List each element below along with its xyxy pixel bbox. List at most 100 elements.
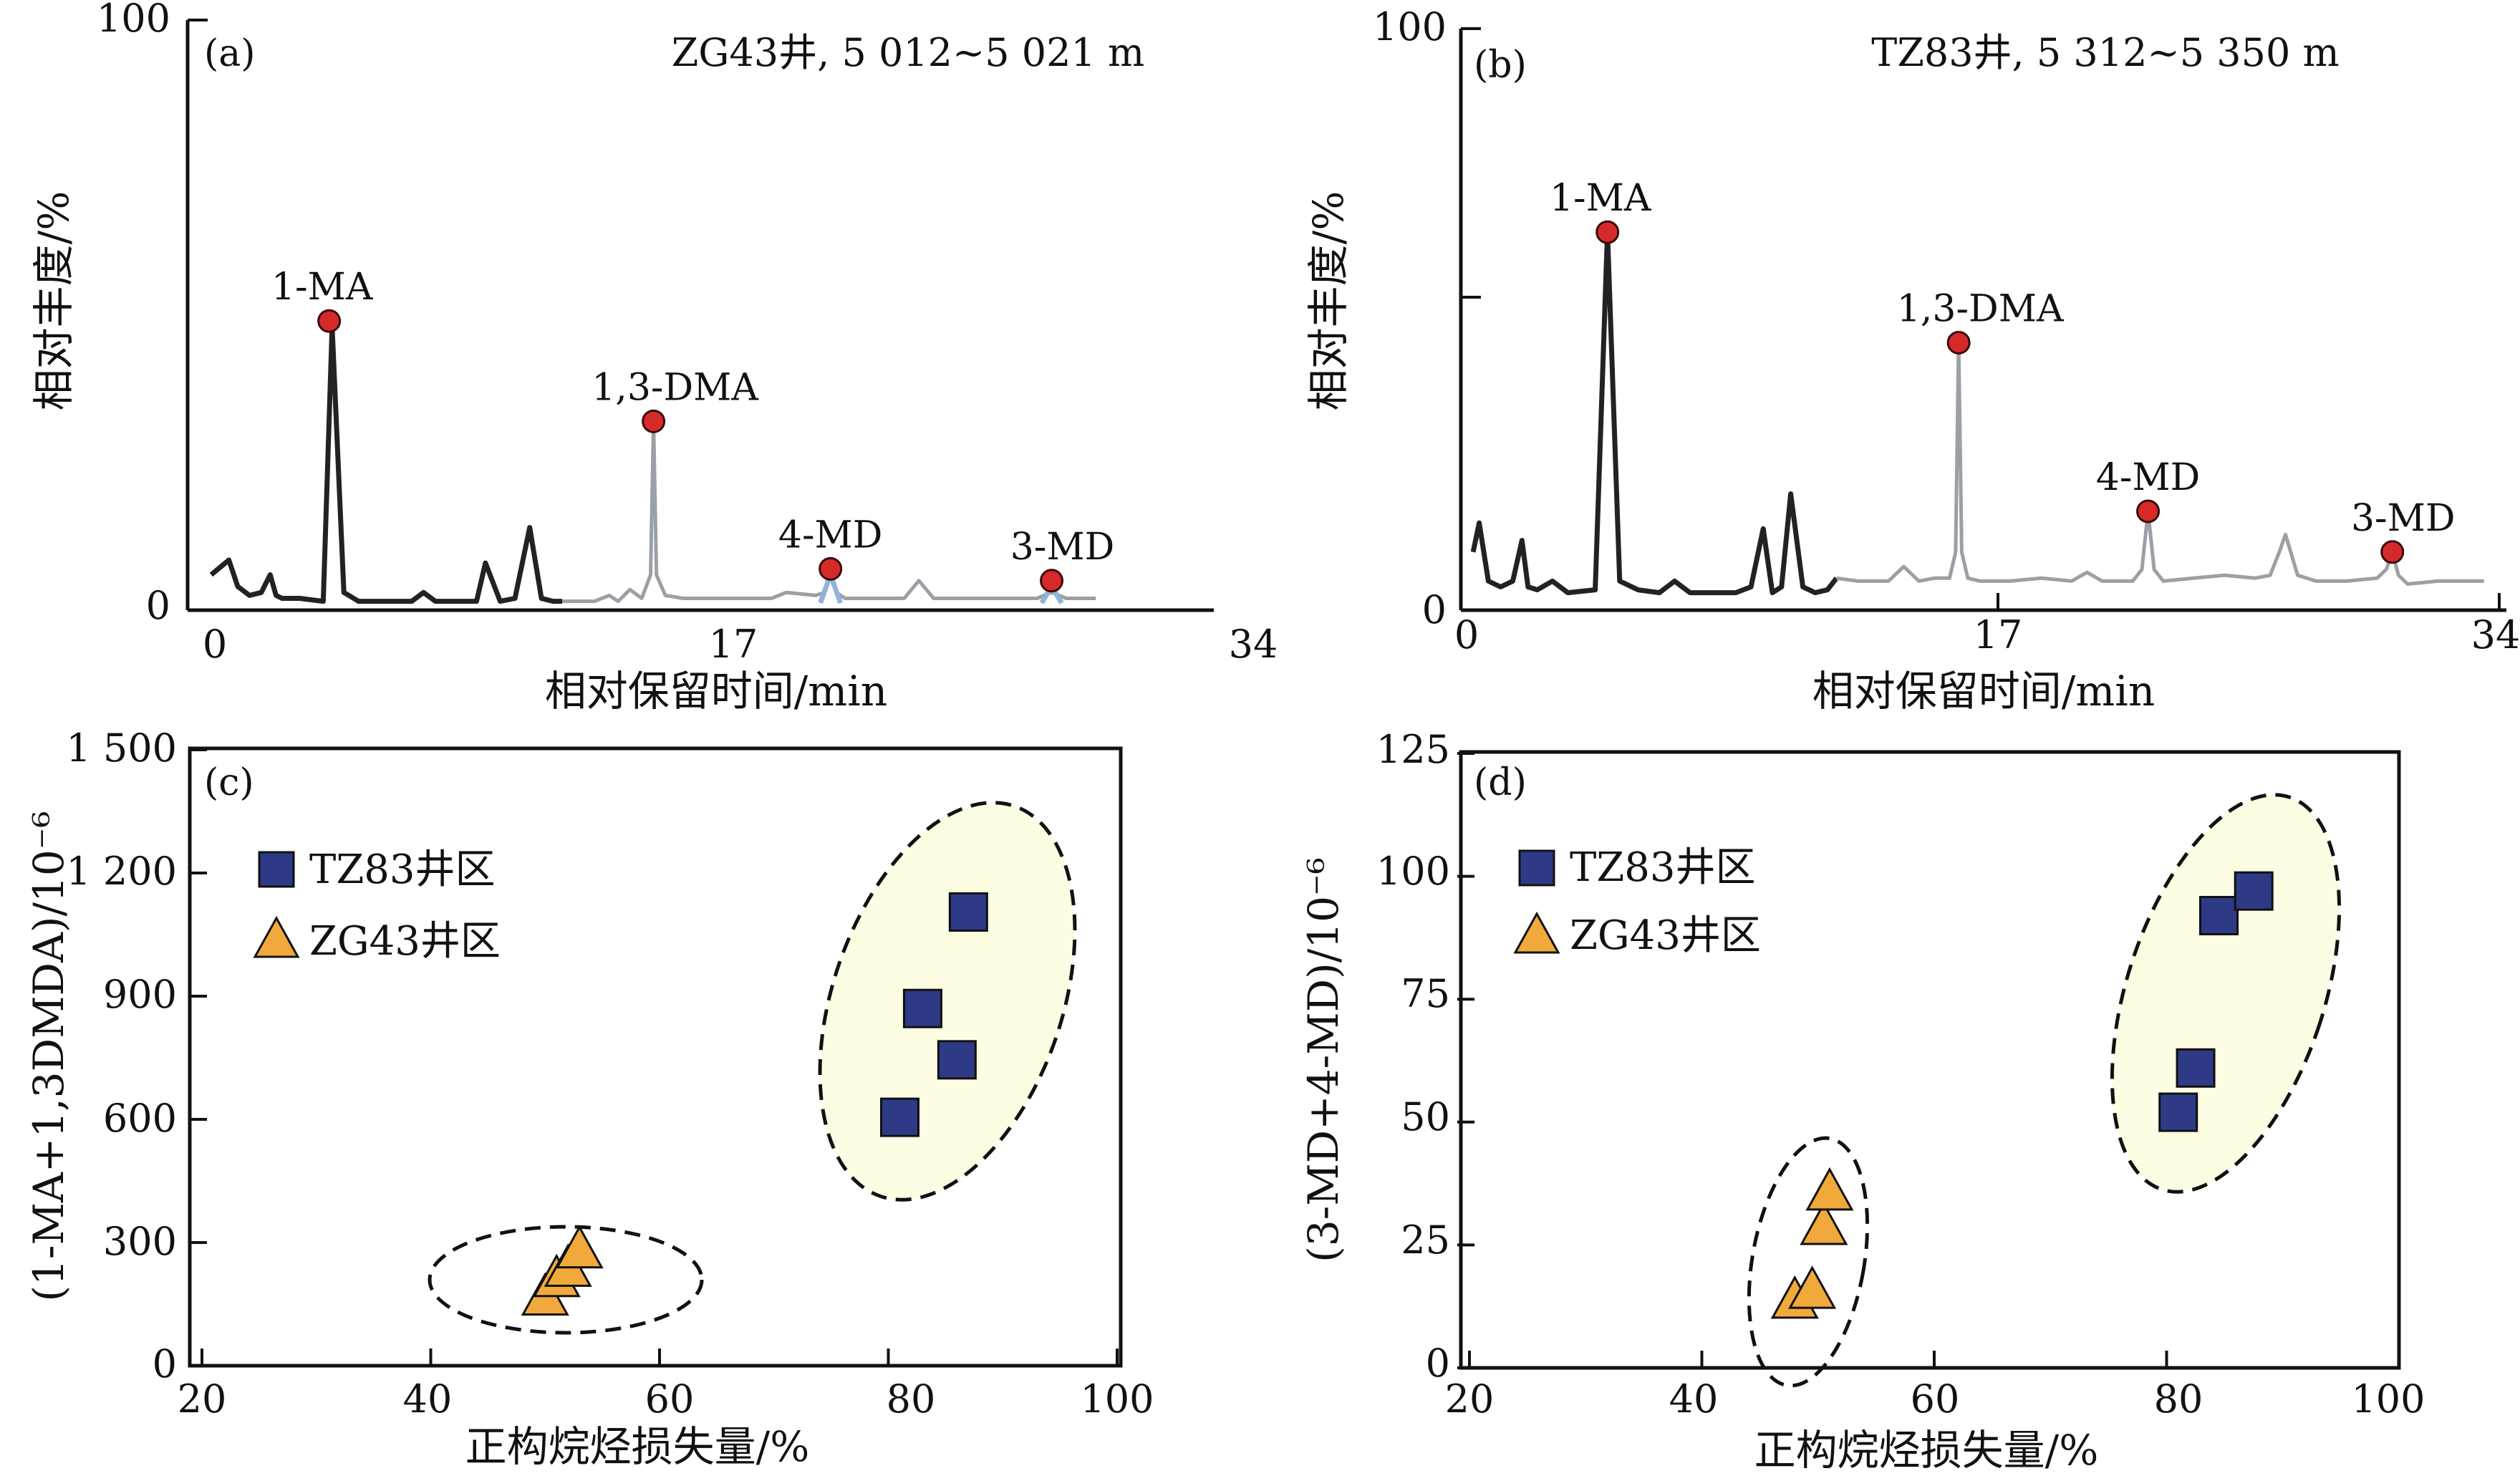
peak-marker (317, 309, 342, 333)
tz83-square-point (2158, 1092, 2198, 1132)
panel-b-xtick: 34 (2471, 612, 2520, 657)
panel-d-cluster-zg43 (1747, 1136, 1870, 1388)
peak-marker (2380, 540, 2405, 564)
peak-marker (1595, 220, 1620, 244)
tz83-square-point (2199, 896, 2239, 936)
peak-label: 1-MA (271, 266, 374, 309)
panel-c-ytick: 1 500 (66, 725, 177, 771)
panel-c-xtick: 40 (403, 1376, 453, 1422)
legend-square-marker (258, 851, 295, 888)
zg43-triangle-point (555, 1225, 604, 1269)
peak-label: 1,3-DMA (592, 366, 759, 409)
zg43-triangle-point (1788, 1265, 1837, 1309)
panel-d-ytick: 25 (1401, 1217, 1450, 1263)
peak-marker (642, 409, 666, 433)
peak-label: 3-MD (2351, 497, 2456, 540)
panel-b-y-axis-title: 相对丰度/% (1304, 191, 1353, 411)
panel-a-y-axis-title: 相对丰度/% (29, 191, 78, 411)
panel-d-ytick: 50 (1401, 1094, 1450, 1139)
panel-a-ytick: 100 (97, 0, 170, 41)
panel-d-ticks (1457, 752, 2400, 1369)
panel-c-x-axis-title: 正构烷烃损失量/% (465, 1422, 810, 1471)
panel-d-ytick: 0 (1426, 1341, 1450, 1386)
panel-d-xtick: 40 (1669, 1376, 1719, 1422)
chromatogram-trace-early (209, 324, 562, 604)
zg43-triangle-point (1800, 1201, 1848, 1245)
peak-label: 4-MD (778, 513, 883, 556)
panel-d-xtick: 80 (2154, 1376, 2203, 1422)
peak-label: 3-MD (1010, 526, 1115, 569)
panel-c-cluster-zg43 (428, 1225, 704, 1335)
panel-b-ytick: 0 (1422, 587, 1447, 632)
panel-a-x-axis-title: 相对保留时间/min (545, 667, 887, 715)
panel-c-ytick: 300 (103, 1219, 177, 1264)
peak-marker (1040, 569, 1064, 593)
peak-label: 4-MD (2096, 456, 2201, 499)
peak-label: 1,3-DMA (1897, 287, 2065, 330)
panel-b-title: TZ83井, 5 312~5 350 m (1871, 30, 2339, 75)
panel-c-legend-tz83: TZ83井区 (309, 846, 496, 893)
chromatogram-trace-early (1470, 229, 1839, 596)
peak-marker (819, 556, 843, 581)
panel-d-xtick: 20 (1445, 1376, 1495, 1422)
panel-c-scatter: 20 40 60 80 100 0 300 600 900 1 200 1 50… (24, 725, 1154, 1471)
panel-c-frame (188, 746, 1123, 1368)
peak-marker (1946, 330, 1971, 354)
panel-a-xtick: 17 (709, 622, 758, 667)
panel-a-plot: 1-MA 1,3-DMA 4-MD 3-MD (209, 266, 1115, 604)
panel-b-ytick: 100 (1373, 4, 1447, 49)
legend-triangle-marker (253, 915, 300, 958)
panel-d-legend-tz83: TZ83井区 (1570, 844, 1756, 891)
panel-b-xtick: 17 (1974, 612, 2023, 657)
panel-d-label: (d) (1474, 761, 1527, 804)
panel-d-legend: TZ83井区 ZG43井区 (1513, 844, 1761, 959)
panel-d-frame (1459, 750, 2401, 1370)
panel-d-x-axis-title: 正构烷烃损失量/% (1754, 1426, 2099, 1475)
tz83-square-point (948, 892, 988, 932)
panel-d-ytick: 100 (1376, 849, 1450, 894)
tz83-square-point (902, 988, 942, 1028)
panel-d-xtick: 60 (1911, 1376, 1960, 1422)
panel-c-xtick: 60 (645, 1376, 695, 1422)
peak-label: 1-MA (1550, 177, 1652, 220)
tz83-square-point (2234, 871, 2274, 911)
panel-a-xtick: 34 (1229, 622, 1278, 667)
panel-b-axes (1459, 27, 2506, 612)
panel-c-xtick: 80 (887, 1376, 936, 1422)
panel-c-cluster-tz83 (818, 801, 1077, 1202)
panel-c-label: (c) (204, 761, 254, 804)
panel-a-title: ZG43井, 5 012~5 021 m (672, 30, 1145, 75)
panel-c-ytick: 600 (103, 1096, 177, 1141)
panel-d-scatter: 20 40 60 80 100 0 25 50 75 100 125 (d) 正… (1299, 727, 2425, 1475)
panel-b-plot: 1-MA 1,3-DMA 4-MD 3-MD (1470, 177, 2484, 596)
panel-b-x-axis-title: 相对保留时间/min (1812, 667, 2155, 715)
panel-c-ytick: 900 (103, 972, 177, 1017)
panel-b-chromatogram: 0 17 34 0 100 (b) TZ83井, 5 312~5 350 m 相… (1304, 4, 2520, 715)
tz83-square-point (2176, 1048, 2216, 1088)
zg43-triangle-point (1805, 1167, 1854, 1211)
panel-c-xtick: 20 (178, 1376, 227, 1422)
panel-b-xtick: 0 (1454, 612, 1479, 657)
chromatogram-trace-late (562, 419, 1096, 604)
legend-triangle-marker (1513, 911, 1560, 954)
panel-b-label: (b) (1474, 44, 1527, 87)
legend-square-marker (1518, 849, 1555, 887)
panel-a-xtick: 0 (203, 622, 227, 667)
panel-d-legend-zg43: ZG43井区 (1570, 912, 1761, 959)
panel-c-xtick: 100 (1080, 1376, 1154, 1422)
panel-c-plot (521, 892, 988, 1316)
panel-d-ytick: 125 (1376, 727, 1450, 772)
panel-d-y-axis-title: (3-MD+4-MD)/10⁻⁶ (1299, 857, 1348, 1263)
panel-c-legend-zg43: ZG43井区 (309, 918, 501, 965)
panel-a-ytick: 0 (146, 583, 170, 628)
panel-a-axes (185, 19, 1214, 612)
peak-marker (2136, 499, 2161, 524)
tz83-square-point (879, 1097, 919, 1137)
panel-c-ytick: 1 200 (66, 849, 177, 894)
panel-a-label: (a) (204, 32, 256, 75)
panel-c-ytick: 0 (153, 1341, 177, 1386)
panel-c-legend: TZ83井区 ZG43井区 (253, 846, 501, 965)
panel-c-ticks (190, 748, 1119, 1367)
panel-d-xtick: 100 (2351, 1376, 2425, 1422)
